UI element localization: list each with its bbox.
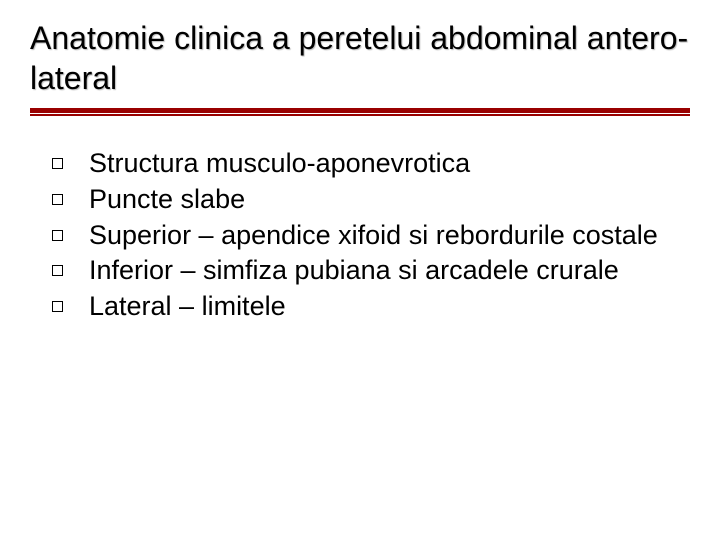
bullet-text: Puncte slabe (89, 183, 245, 217)
bullet-text: Structura musculo-aponevrotica (89, 147, 470, 181)
underline-thick (30, 108, 690, 113)
slide-title: Anatomie clinica a peretelui abdominal a… (30, 18, 690, 98)
slide-container: Anatomie clinica a peretelui abdominal a… (0, 0, 720, 540)
list-item: Structura musculo-aponevrotica (52, 147, 670, 181)
bullet-list: Structura musculo-aponevrotica Puncte sl… (30, 147, 690, 324)
title-underline (30, 108, 690, 115)
title-block: Anatomie clinica a peretelui abdominal a… (30, 18, 690, 115)
list-item: Inferior – simfiza pubiana si arcadele c… (52, 254, 670, 288)
square-bullet-icon (52, 301, 63, 312)
square-bullet-icon (52, 230, 63, 241)
list-item: Puncte slabe (52, 183, 670, 217)
square-bullet-icon (52, 158, 63, 169)
list-item: Superior – apendice xifoid si reborduril… (52, 219, 670, 253)
underline-thin (30, 114, 690, 116)
square-bullet-icon (52, 194, 63, 205)
bullet-text: Superior – apendice xifoid si reborduril… (89, 219, 658, 253)
bullet-text: Inferior – simfiza pubiana si arcadele c… (89, 254, 619, 288)
list-item: Lateral – limitele (52, 290, 670, 324)
bullet-text: Lateral – limitele (89, 290, 286, 324)
square-bullet-icon (52, 265, 63, 276)
